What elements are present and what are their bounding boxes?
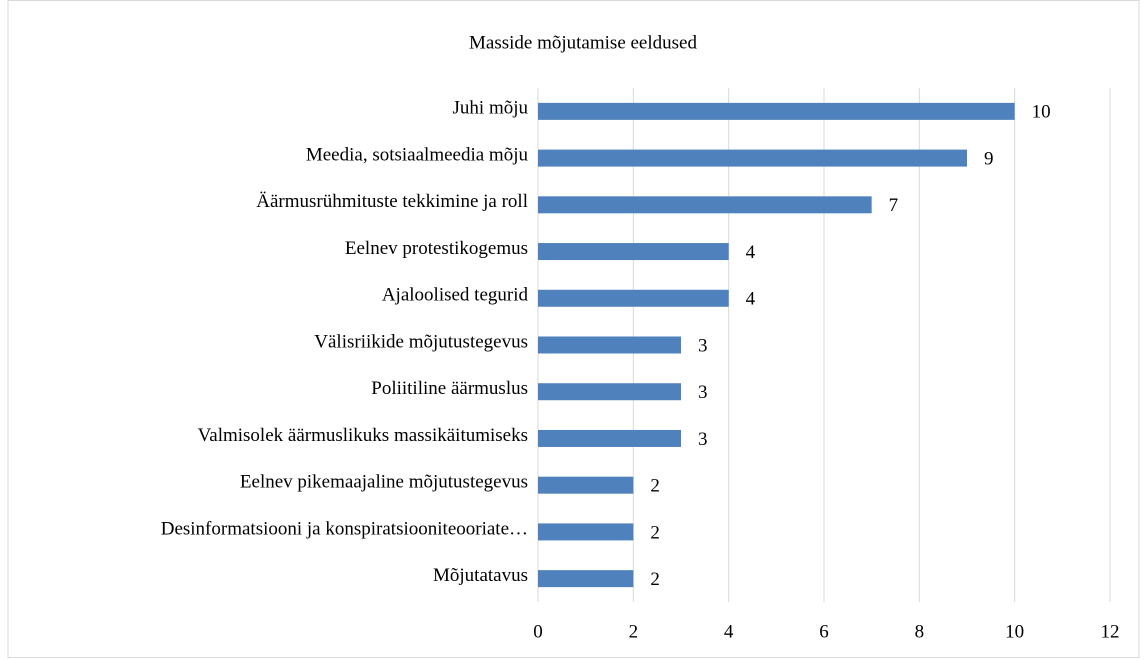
x-tick-label: 0 bbox=[533, 621, 543, 642]
bar bbox=[538, 570, 634, 588]
bar bbox=[538, 383, 681, 401]
y-tick-label: Eelnev protestikogemus bbox=[345, 238, 528, 259]
y-tick-label: Meedia, sotsiaalmeedia mõju bbox=[306, 144, 529, 165]
x-tick-label: 2 bbox=[629, 621, 639, 642]
y-tick-label: Poliitiline äärmuslus bbox=[371, 378, 528, 399]
x-tick-label: 10 bbox=[1005, 621, 1024, 642]
y-tick-label: Mõjutatavus bbox=[433, 565, 528, 586]
data-label: 3 bbox=[698, 382, 708, 403]
data-label: 2 bbox=[650, 522, 660, 543]
chart-title: Masside mõjutamise eeldused bbox=[469, 32, 697, 53]
y-tick-label: Eelnev pikemaajaline mõjutustegevus bbox=[240, 472, 528, 493]
bar bbox=[538, 429, 681, 447]
bar bbox=[538, 102, 1015, 120]
data-label: 2 bbox=[650, 476, 660, 497]
bar bbox=[538, 523, 634, 541]
data-label: 9 bbox=[984, 148, 994, 169]
y-tick-label: Desinformatsiooni ja konspiratsiooniteoo… bbox=[161, 518, 528, 539]
y-tick-label: Valmisolek äärmuslikuks massikäitumiseks bbox=[198, 425, 528, 446]
bar bbox=[538, 336, 681, 354]
data-label: 7 bbox=[889, 195, 899, 216]
y-tick-label: Äärmusrühmituste tekkimine ja roll bbox=[256, 191, 528, 212]
bar bbox=[538, 196, 872, 214]
y-tick-label: Ajaloolised tegurid bbox=[382, 285, 529, 306]
x-tick-label: 6 bbox=[819, 621, 829, 642]
data-label: 3 bbox=[698, 429, 708, 450]
bar bbox=[538, 476, 634, 494]
y-tick-label: Välisriikide mõjutustegevus bbox=[314, 331, 528, 352]
x-tick-label: 8 bbox=[915, 621, 925, 642]
bar bbox=[538, 149, 967, 167]
chart-border bbox=[7, 0, 1140, 658]
data-label: 3 bbox=[698, 335, 708, 356]
data-label: 4 bbox=[746, 289, 756, 310]
data-label: 10 bbox=[1032, 102, 1051, 123]
bar bbox=[538, 243, 729, 261]
y-tick-label: Juhi mõju bbox=[453, 98, 529, 119]
x-tick-label: 12 bbox=[1101, 621, 1120, 642]
data-label: 2 bbox=[650, 569, 660, 590]
bar bbox=[538, 289, 729, 307]
data-label: 4 bbox=[746, 242, 756, 263]
x-tick-label: 4 bbox=[724, 621, 734, 642]
